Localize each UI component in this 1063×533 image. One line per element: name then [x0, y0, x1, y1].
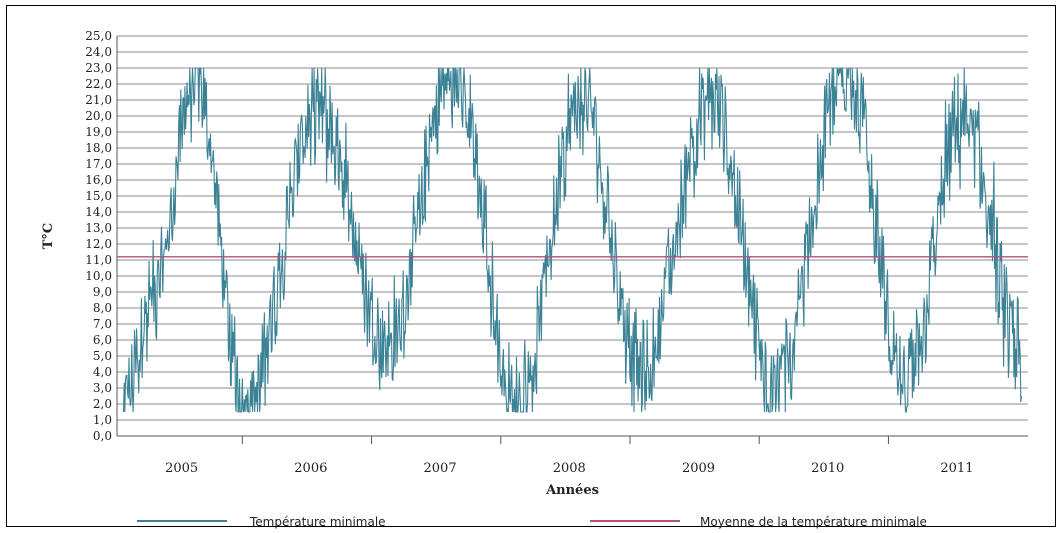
y-tick-label: 1,0 — [93, 413, 112, 427]
y-tick-label: 4,0 — [93, 365, 112, 379]
y-tick-label: 25,0 — [85, 29, 112, 43]
y-tick-label: 17,0 — [85, 157, 112, 171]
x-tick-label: 2007 — [424, 461, 457, 476]
y-tick-label: 11,0 — [85, 253, 112, 267]
series-line-temperature-minimale — [122, 67, 1023, 413]
y-tick-label: 18,0 — [85, 141, 112, 155]
y-tick-label: 5,0 — [93, 349, 112, 363]
y-tick-label: 20,0 — [85, 109, 112, 123]
y-tick-label: 12,0 — [85, 237, 112, 251]
y-tick-label: 2,0 — [93, 397, 112, 411]
y-tick-label: 7,0 — [93, 317, 112, 331]
y-tick-label: 23,0 — [85, 61, 112, 75]
y-tick-label: 3,0 — [93, 381, 112, 395]
y-tick-label: 24,0 — [85, 45, 112, 59]
chart-frame — [6, 5, 1056, 527]
y-axis-title: T°C — [41, 223, 56, 250]
x-axis-title: Années — [545, 483, 599, 498]
y-tick-label: 14,0 — [85, 205, 112, 219]
y-tick-label: 16,0 — [85, 173, 112, 187]
x-tick-label: 2010 — [811, 461, 844, 476]
x-tick-label: 2011 — [940, 461, 973, 476]
y-tick-label: 0,0 — [93, 429, 112, 443]
y-tick-label: 10,0 — [85, 269, 112, 283]
legend-label-moyenne: Moyenne de la température minimale — [700, 515, 927, 529]
y-tick-label: 13,0 — [85, 221, 112, 235]
y-tick-label: 15,0 — [85, 189, 112, 203]
y-tick-label: 19,0 — [85, 125, 112, 139]
x-tick-label: 2006 — [294, 461, 327, 476]
y-tick-label: 9,0 — [93, 285, 112, 299]
y-tick-label: 21,0 — [85, 93, 112, 107]
x-tick-label: 2008 — [553, 461, 586, 476]
x-tick-label: 2005 — [165, 461, 198, 476]
y-tick-label: 6,0 — [93, 333, 112, 347]
y-tick-label: 8,0 — [93, 301, 112, 315]
x-tick-label: 2009 — [682, 461, 715, 476]
y-tick-label: 22,0 — [85, 77, 112, 91]
legend-label-temperature-minimale: Température minimale — [249, 515, 386, 529]
